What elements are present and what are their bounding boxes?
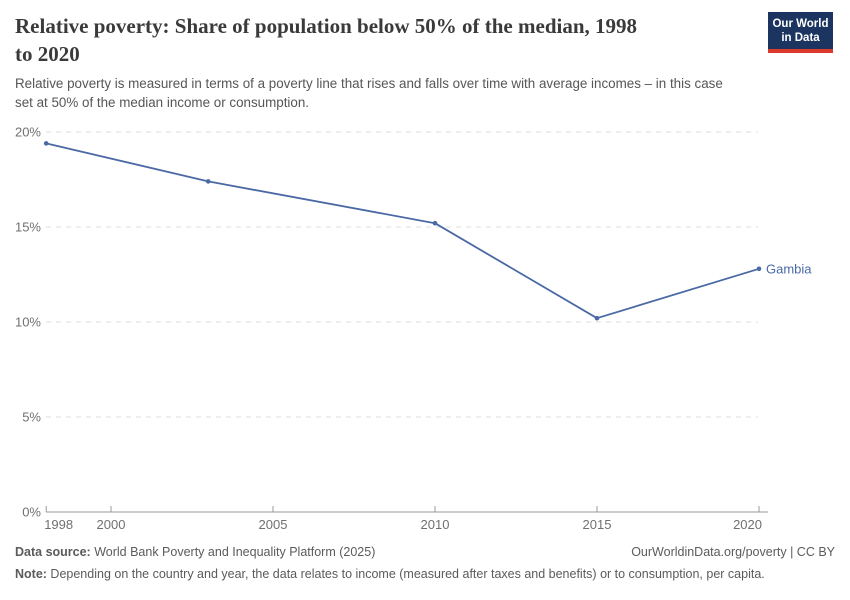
data-point[interactable] xyxy=(43,141,49,146)
data-source: Data source: World Bank Poverty and Ineq… xyxy=(15,545,375,560)
subtitle-line-2: set at 50% of the median income or consu… xyxy=(15,95,310,110)
logo-line-2: in Data xyxy=(781,32,820,44)
y-tick-label: 10% xyxy=(15,315,41,330)
x-tick-label: 1998 xyxy=(44,517,73,532)
note-label: Note: xyxy=(15,567,47,581)
y-tick-label: 5% xyxy=(22,410,41,425)
x-tick-label: 2015 xyxy=(583,517,612,532)
owid-logo: Our World in Data xyxy=(768,12,833,53)
x-tick-label: 2010 xyxy=(421,517,450,532)
data-point[interactable] xyxy=(756,266,762,272)
data-source-label: Data source: xyxy=(15,545,91,559)
chart-footer: Data source: World Bank Poverty and Ineq… xyxy=(15,545,835,582)
data-line[interactable] xyxy=(45,142,760,320)
data-point[interactable] xyxy=(432,220,438,226)
subtitle-line-1: Relative poverty is measured in terms of… xyxy=(15,76,723,91)
data-point[interactable] xyxy=(205,179,211,184)
x-tick-label: 2005 xyxy=(259,517,288,532)
logo-line-1: Our World xyxy=(772,18,829,30)
title-line-1: Relative poverty: Share of population be… xyxy=(15,14,638,38)
attribution-link[interactable]: OurWorldinData.org/poverty | CC BY xyxy=(631,545,835,559)
page-title: Relative poverty: Share of population be… xyxy=(15,12,637,68)
note: Note: Depending on the country and year,… xyxy=(15,567,835,582)
title-line-2: to 2020 xyxy=(15,42,80,66)
y-tick-label: 0% xyxy=(22,505,41,520)
y-tick-label: 15% xyxy=(15,220,41,235)
series-end-label[interactable]: Gambia xyxy=(766,261,812,276)
line-chart[interactable]: 0% 5% 10% 15% 20% 1998 2000 2005 2010 2015 2020 Gam… xyxy=(0,118,850,538)
chart-subtitle: Relative poverty is measured in terms of… xyxy=(15,74,723,112)
note-text: Depending on the country and year, the d… xyxy=(46,567,765,581)
data-source-text: World Bank Poverty and Inequality Platfo… xyxy=(90,545,376,559)
y-tick-label: 20% xyxy=(15,125,41,140)
x-tick-label: 2020 xyxy=(733,517,762,532)
x-tick-label: 2000 xyxy=(97,517,126,532)
data-point[interactable] xyxy=(594,315,600,321)
